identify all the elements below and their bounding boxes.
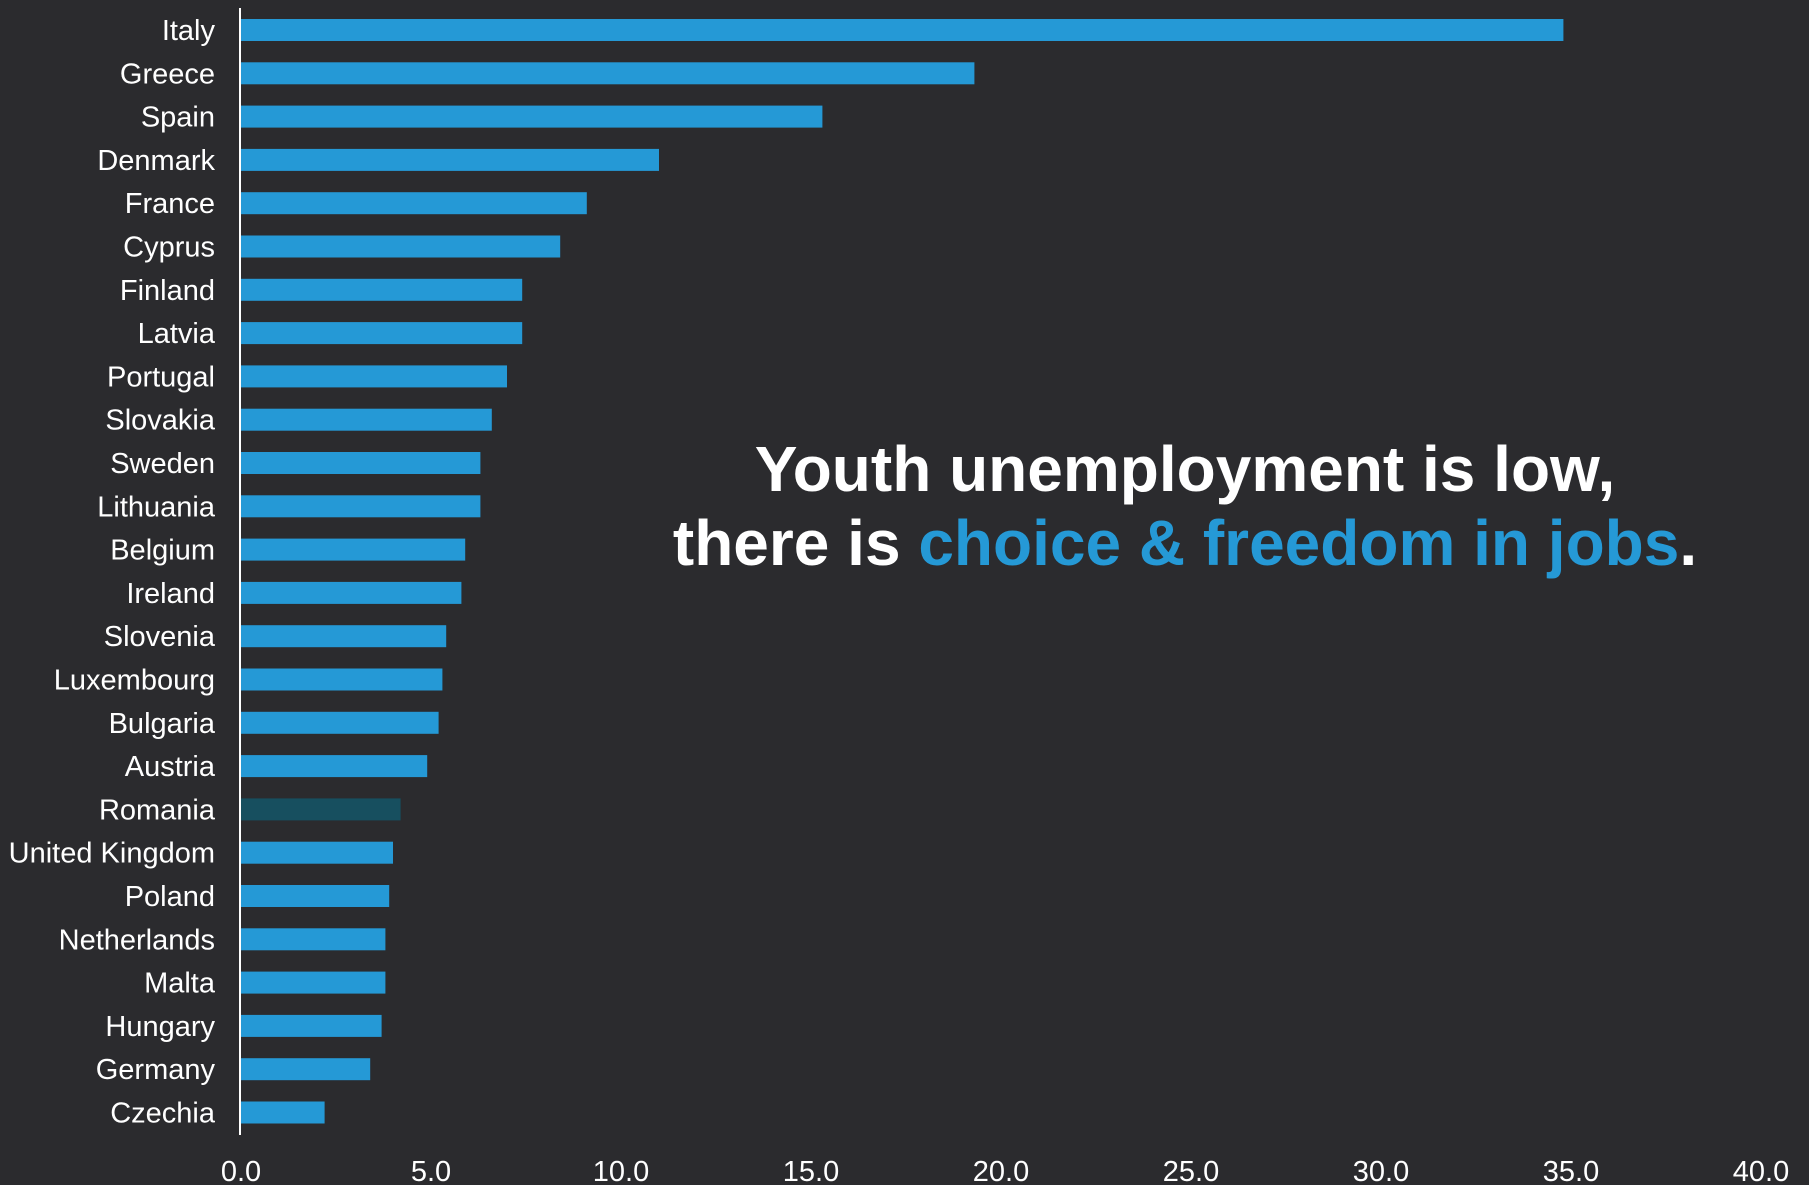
category-label: France: [125, 188, 215, 220]
x-tick-label: 20.0: [973, 1156, 1029, 1185]
category-label: Sweden: [110, 448, 215, 480]
bars-layer: [241, 19, 1564, 1124]
x-tick-label: 35.0: [1543, 1156, 1599, 1185]
category-label: Lithuania: [97, 491, 216, 523]
category-label: Finland: [120, 275, 215, 307]
x-tick-label: 0.0: [221, 1156, 261, 1185]
headline: Youth unemployment is low, there is choi…: [600, 432, 1770, 580]
category-label: Bulgaria: [109, 708, 216, 740]
bar-latvia: [241, 322, 523, 345]
bar-hungary: [241, 1014, 382, 1037]
x-tick-label: 30.0: [1353, 1156, 1409, 1185]
category-label: Netherlands: [59, 924, 215, 956]
headline-line-2-prefix: there is: [672, 507, 919, 579]
category-label: Latvia: [138, 318, 216, 350]
bar-united-kingdom: [241, 841, 393, 864]
bar-france: [241, 192, 587, 215]
bar-malta: [241, 971, 386, 994]
category-label: United Kingdom: [9, 838, 215, 870]
bar-poland: [241, 885, 390, 907]
category-label: Cyprus: [123, 232, 215, 264]
bar-bulgaria: [241, 711, 439, 734]
category-label: Greece: [120, 58, 215, 90]
headline-accent-text: choice & freedom in jobs: [918, 507, 1680, 579]
category-label: Austria: [125, 751, 216, 783]
bar-italy: [241, 19, 1564, 41]
category-label: Poland: [125, 881, 215, 913]
category-label: Germany: [96, 1054, 216, 1086]
bar-romania: [241, 798, 401, 821]
bar-slovenia: [241, 625, 447, 648]
category-label: Romania: [99, 794, 216, 826]
category-label: Portugal: [107, 361, 215, 393]
bar-ireland: [241, 581, 462, 604]
bar-portugal: [241, 365, 507, 388]
x-tick-label: 40.0: [1733, 1156, 1789, 1185]
bar-austria: [241, 755, 428, 778]
category-label: Spain: [141, 102, 215, 134]
category-label: Hungary: [105, 1011, 215, 1043]
headline-line-1: Youth unemployment is low,: [754, 433, 1616, 505]
x-tick-labels: 0.0 5.0 10.0 15.0 20.0 25.0 30.0 35.0 40.0: [221, 1156, 1789, 1185]
category-label: Slovakia: [105, 405, 215, 437]
bar-czechia: [241, 1101, 325, 1124]
headline-line-2-suffix: .: [1679, 507, 1698, 579]
category-labels: Italy Greece Spain Denmark France Cyprus Finla…: [9, 15, 216, 1130]
bar-luxembourg: [241, 668, 443, 691]
category-label: Denmark: [97, 145, 215, 177]
category-label: Luxembourg: [54, 665, 215, 697]
x-tick-label: 5.0: [411, 1156, 451, 1185]
bar-finland: [241, 278, 523, 301]
x-tick-label: 15.0: [783, 1156, 839, 1185]
headline-line-2: there is choice & freedom in jobs.: [600, 506, 1770, 580]
bar-germany: [241, 1058, 371, 1081]
bar-lithuania: [241, 495, 481, 518]
category-label: Malta: [144, 968, 216, 1000]
bar-netherlands: [241, 928, 386, 951]
x-tick-label: 10.0: [593, 1156, 649, 1185]
category-label: Slovenia: [104, 621, 216, 653]
category-label: Ireland: [126, 578, 215, 610]
x-tick-label: 25.0: [1163, 1156, 1219, 1185]
bar-belgium: [241, 538, 466, 561]
category-label: Czechia: [110, 1098, 216, 1130]
bar-spain: [241, 105, 823, 128]
category-label: Italy: [162, 15, 216, 47]
category-label: Belgium: [110, 535, 215, 567]
bar-greece: [241, 62, 975, 85]
bar-slovakia: [241, 408, 492, 431]
bar-cyprus: [241, 235, 561, 258]
bar-sweden: [241, 452, 481, 474]
bar-denmark: [241, 148, 659, 171]
